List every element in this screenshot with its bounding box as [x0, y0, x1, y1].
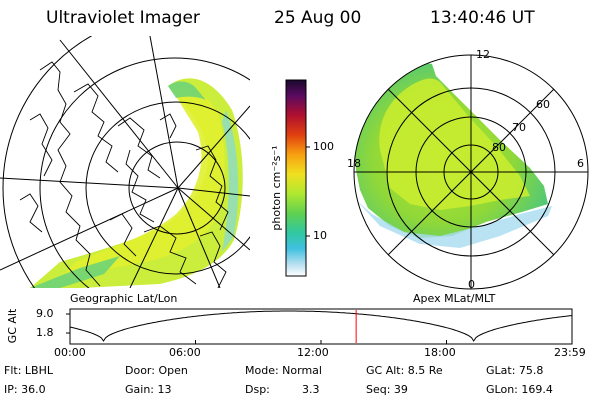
coastlines [19, 61, 229, 288]
colorbar-tick-100: 100 [313, 140, 334, 153]
info-flt: Flt: LBHL [4, 364, 53, 377]
info-door: Door: Open [125, 364, 188, 377]
altitude-plot-frame [69, 308, 573, 345]
mlt-label-18: 18 [347, 157, 361, 170]
altitude-ytick-9: 9.0 [36, 307, 54, 320]
colorbar-unit-label: photon cm⁻²s⁻¹ [270, 145, 283, 231]
instrument-title: Ultraviolet Imager [46, 8, 200, 28]
info-gc-alt: GC Alt: 8.5 Re [366, 364, 443, 377]
altitude-plot [66, 308, 573, 345]
info-glat: GLat: 75.8 [486, 364, 544, 377]
altitude-curve [69, 310, 573, 342]
mlat-label-80: 80 [492, 141, 506, 154]
altitude-ytick-1.8: 1.8 [36, 326, 54, 339]
altitude-xtick-0000: 00:00 [54, 346, 86, 359]
time-label: 13:40:46 UT [430, 8, 535, 28]
info-ip: IP: 36.0 [4, 383, 46, 396]
colorbar-tick-10: 10 [313, 229, 327, 242]
mlt-label-0: 0 [468, 278, 475, 291]
geographic-map [0, 36, 250, 288]
apex-polar-plot [353, 54, 589, 290]
mlt-label-12: 12 [476, 48, 490, 61]
info-seq: Seq: 39 [366, 383, 408, 396]
altitude-xtick-2359: 23:59 [554, 346, 586, 359]
mlat-label-60: 60 [536, 98, 550, 111]
mlt-label-6: 6 [577, 157, 584, 170]
apex-panel-label: Apex MLat/MLT [413, 292, 496, 305]
info-glon: GLon: 169.4 [486, 383, 553, 396]
date-label: 25 Aug 00 [274, 8, 362, 28]
colorbar [285, 79, 307, 277]
info-gain: Gain: 13 [125, 383, 172, 396]
info-mode: Mode: Normal [245, 364, 322, 377]
info-dsp-value: 3.3 [302, 383, 320, 396]
altitude-xtick-1200: 12:00 [297, 346, 329, 359]
geographic-panel-label: Geographic Lat/Lon [70, 292, 178, 305]
altitude-xtick-1800: 18:00 [424, 346, 456, 359]
info-dsp-label: Dsp: [245, 383, 270, 396]
altitude-ylabel: GC Alt [6, 308, 19, 344]
mlat-label-70: 70 [512, 121, 526, 134]
altitude-xtick-0600: 06:00 [169, 346, 201, 359]
